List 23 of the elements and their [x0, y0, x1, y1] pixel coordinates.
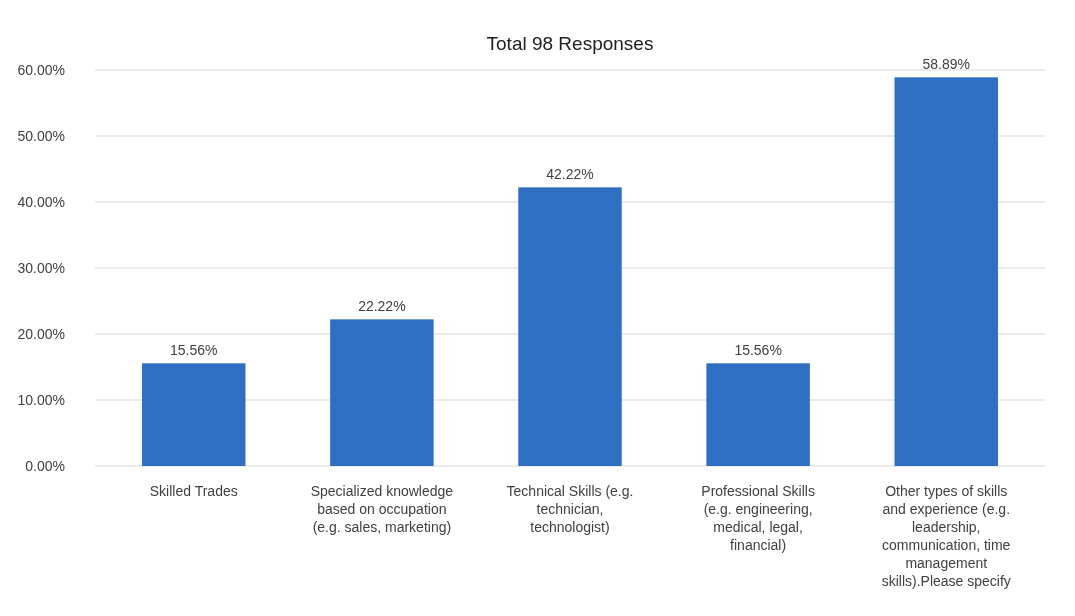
data-label: 42.22% — [546, 166, 594, 183]
bar — [706, 363, 810, 466]
data-label: 58.89% — [922, 56, 970, 73]
y-tick-label: 60.00% — [17, 61, 65, 78]
bar — [330, 319, 434, 466]
x-tick-label: Technical Skills (e.g. technician, technologist) — [506, 483, 634, 535]
y-tick-label: 50.00% — [17, 127, 65, 144]
y-tick-label: 30.00% — [17, 259, 65, 276]
x-tick-label: Skilled Trades — [149, 483, 238, 499]
y-tick-label: 20.00% — [17, 325, 65, 342]
x-tick-label: Other types of skills and experience (e.g. leadership, communication, time management skills).Please specify — [881, 483, 1011, 589]
data-label: 15.56% — [170, 342, 218, 359]
y-tick-label: 0.00% — [25, 457, 65, 474]
bar — [518, 187, 622, 466]
y-tick-label: 40.00% — [17, 193, 65, 210]
data-label: 22.22% — [358, 298, 406, 315]
y-tick-label: 10.00% — [17, 391, 65, 408]
bar — [142, 363, 246, 466]
chart-title: Total 98 Responses — [486, 33, 654, 54]
x-tick-label: Specialized knowledge based on occupation (e.g. sales, marketing) — [310, 483, 454, 535]
data-label: 15.56% — [734, 342, 782, 359]
bar — [894, 77, 998, 466]
x-tick-label: Professional Skills (e.g. engineering, medical, legal, financial) — [701, 483, 815, 553]
